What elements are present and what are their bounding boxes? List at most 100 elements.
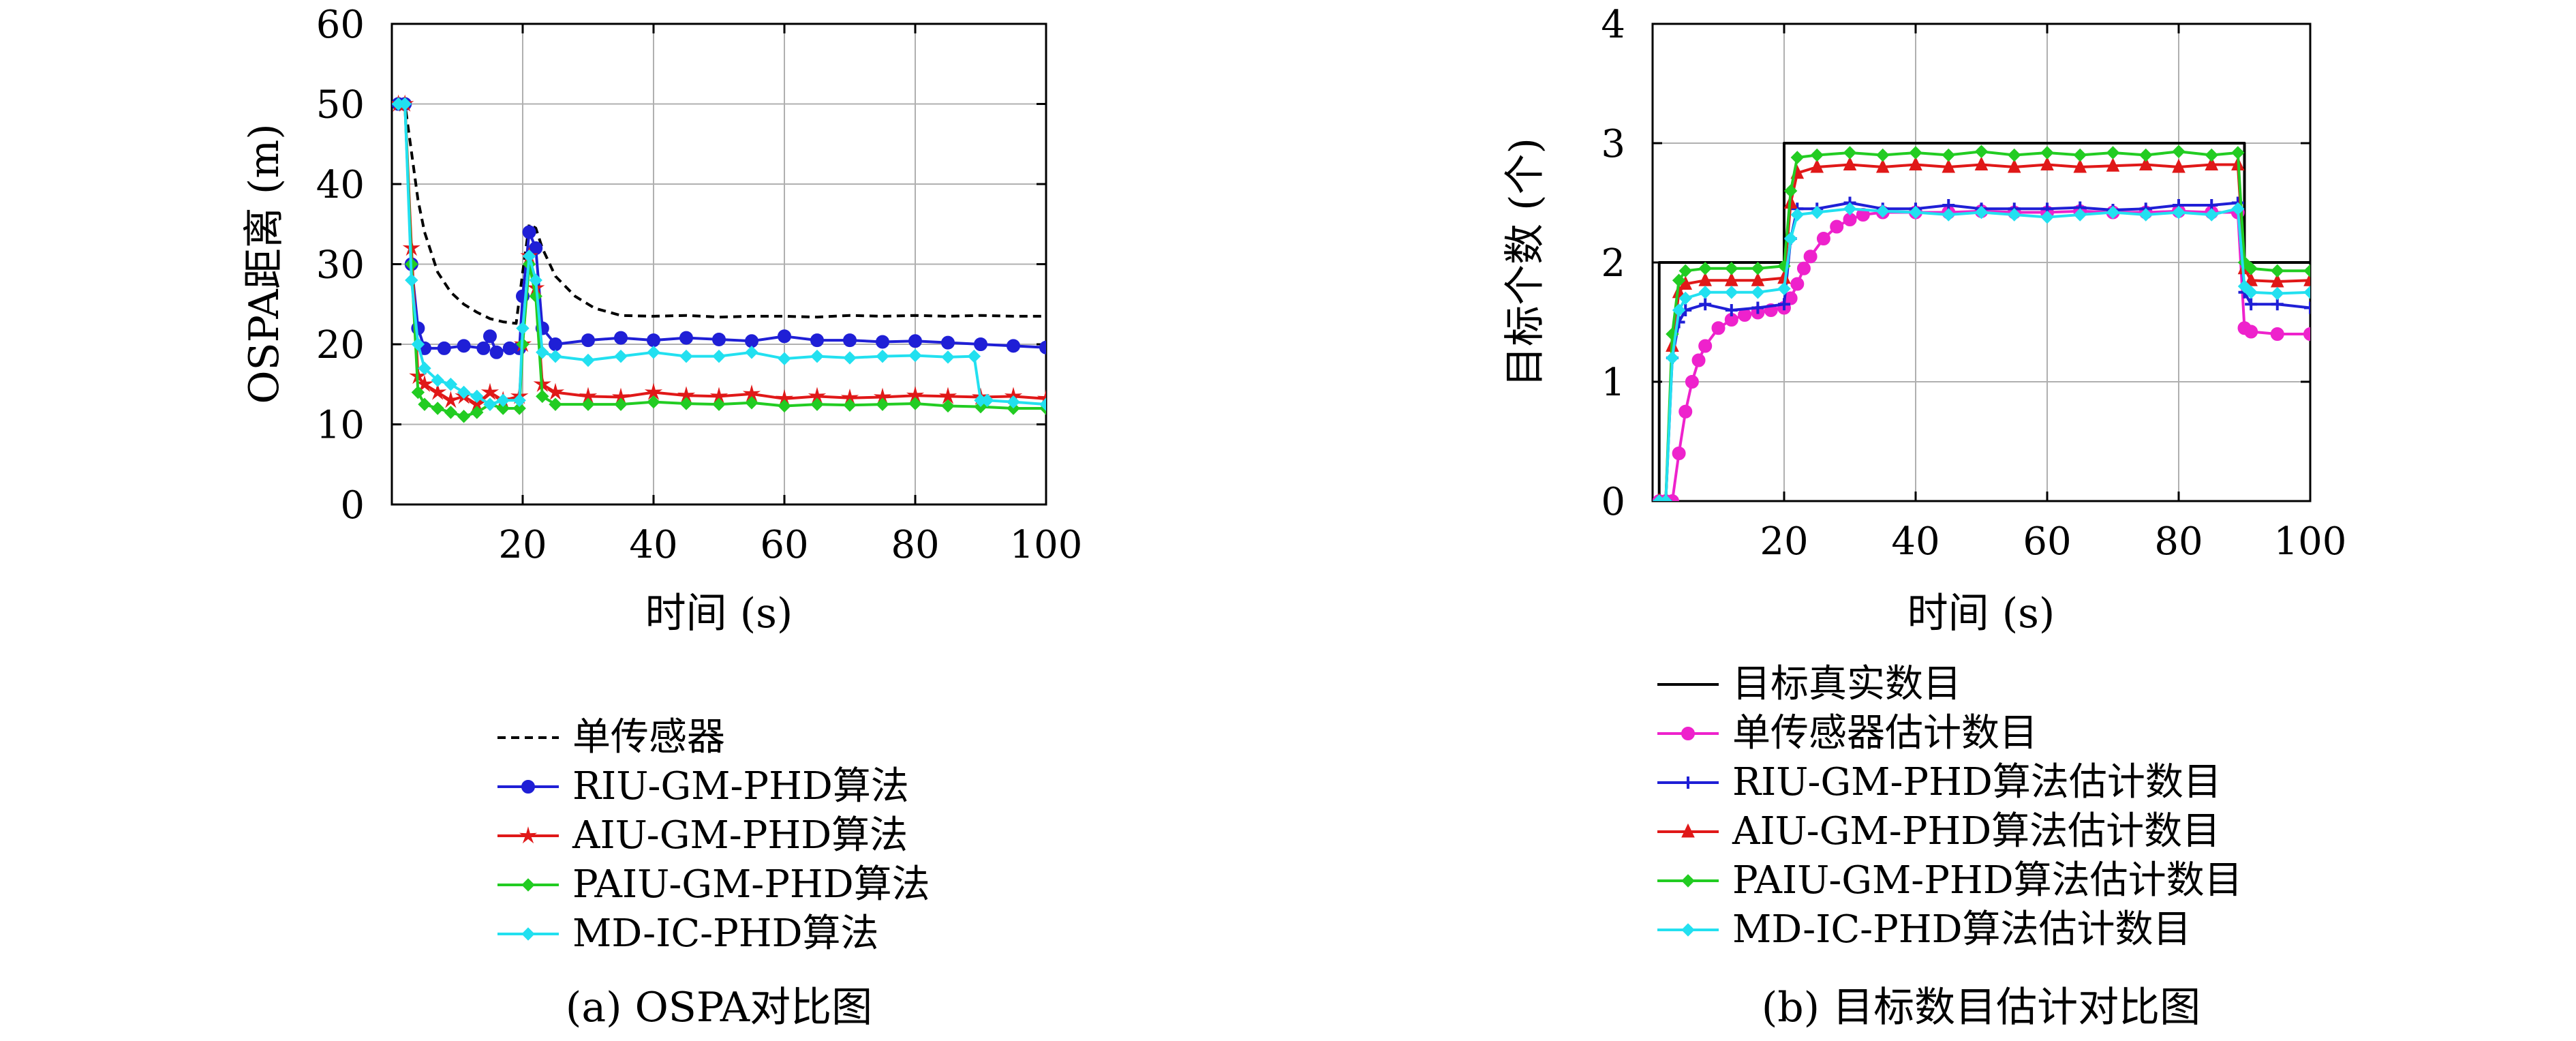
data-point bbox=[437, 341, 451, 355]
data-point bbox=[1751, 286, 1765, 299]
data-point bbox=[614, 397, 628, 411]
legend-label: 目标真实数目 bbox=[1732, 662, 1961, 706]
grid-a bbox=[392, 24, 1046, 504]
data-point bbox=[444, 378, 458, 391]
data-point bbox=[2231, 202, 2245, 215]
legend-marker bbox=[1682, 776, 1694, 789]
data-point bbox=[967, 349, 981, 363]
data-point bbox=[444, 406, 458, 419]
legend-item: PAIU-GM-PHD算法 bbox=[497, 862, 930, 907]
data-point bbox=[1843, 202, 1857, 215]
data-point bbox=[2008, 148, 2021, 162]
legend-item: MD-IC-PHD算法估计数目 bbox=[1657, 907, 2192, 952]
x-tick-label: 100 bbox=[1010, 523, 1083, 567]
data-point bbox=[476, 341, 491, 355]
data-point bbox=[1698, 339, 1713, 353]
data-point bbox=[1909, 156, 1922, 170]
data-point bbox=[2139, 148, 2153, 162]
data-point bbox=[2106, 157, 2120, 172]
series-2 bbox=[1653, 204, 2310, 501]
data-point bbox=[581, 397, 595, 411]
data-point bbox=[941, 399, 955, 413]
data-point bbox=[778, 352, 791, 365]
y-tick-label: 50 bbox=[316, 83, 365, 127]
chart-panel-a: 20 40 60 80 100 0 10 20 30 40 50 60 时间 (s) OSPA距离 (… bbox=[241, 3, 1082, 1031]
data-point bbox=[647, 395, 660, 409]
legend-label: AIU-GM-PHD算法 bbox=[572, 813, 908, 858]
series-1 bbox=[1657, 142, 2310, 501]
data-point bbox=[1790, 277, 1805, 291]
data-point bbox=[980, 393, 994, 407]
ticks-b: 20 40 60 80 100 0 1 2 3 4 bbox=[1601, 3, 2346, 564]
data-point bbox=[457, 410, 471, 423]
data-point bbox=[1942, 158, 1956, 173]
data-point bbox=[1796, 261, 1811, 275]
legend-item: RIU-GM-PHD算法估计数目 bbox=[1657, 760, 2222, 804]
data-point bbox=[1783, 184, 1798, 198]
series-line bbox=[398, 102, 1046, 325]
data-point bbox=[2271, 298, 2284, 311]
data-point bbox=[810, 333, 824, 348]
data-point bbox=[1672, 447, 1686, 460]
data-point bbox=[1816, 232, 1830, 245]
legend-a: 单传感器 RIU-GM-PHD算法AIU-GM-PHD算法PAIU-GM-PHD算… bbox=[497, 715, 930, 956]
data-point bbox=[1909, 205, 1922, 220]
data-point bbox=[549, 337, 562, 351]
data-point bbox=[1909, 146, 1922, 160]
data-point bbox=[522, 250, 536, 263]
data-point bbox=[1810, 158, 1824, 173]
data-point bbox=[1974, 205, 1989, 220]
data-point bbox=[2073, 148, 2087, 162]
data-point bbox=[843, 333, 857, 348]
data-point bbox=[2172, 145, 2186, 158]
data-point bbox=[843, 398, 857, 412]
data-point bbox=[876, 335, 889, 349]
data-point bbox=[581, 353, 595, 367]
legend-item: AIU-GM-PHD算法 bbox=[497, 813, 908, 858]
data-point bbox=[1698, 286, 1712, 299]
series-5 bbox=[392, 97, 1046, 411]
data-point bbox=[1725, 262, 1738, 275]
x-tick-label: 60 bbox=[2023, 519, 2071, 564]
data-point bbox=[1672, 273, 1686, 287]
data-point bbox=[745, 334, 758, 348]
data-point bbox=[536, 346, 549, 359]
y-tick-label: 30 bbox=[316, 243, 365, 288]
data-point bbox=[1725, 286, 1738, 299]
legend-label: RIU-GM-PHD算法 bbox=[572, 764, 909, 809]
data-point bbox=[405, 273, 418, 287]
series-line bbox=[398, 102, 1046, 418]
data-point bbox=[647, 346, 660, 359]
legend-label: AIU-GM-PHD算法估计数目 bbox=[1732, 809, 2220, 854]
y-tick-label: 4 bbox=[1601, 3, 1625, 47]
data-point bbox=[778, 329, 791, 344]
series-4 bbox=[1655, 156, 2310, 501]
x-tick-label: 60 bbox=[760, 523, 808, 567]
series-3 bbox=[1653, 196, 2310, 501]
legend-label: MD-IC-PHD算法估计数目 bbox=[1732, 907, 2192, 952]
x-tick-label: 20 bbox=[498, 523, 547, 567]
data-point bbox=[496, 393, 510, 407]
data-point bbox=[1810, 205, 1824, 220]
data-point bbox=[522, 225, 536, 239]
data-point bbox=[2231, 146, 2245, 160]
data-point bbox=[1751, 301, 1764, 314]
series-line bbox=[398, 102, 1046, 354]
data-point bbox=[2172, 205, 2186, 220]
data-point bbox=[679, 397, 693, 410]
data-point bbox=[418, 397, 431, 411]
series-line bbox=[398, 102, 1046, 406]
ticks-a: 20 40 60 80 100 0 10 20 30 40 50 60 bbox=[316, 3, 1083, 567]
data-point bbox=[2205, 208, 2218, 222]
data-point bbox=[2271, 286, 2284, 301]
legend-label: MD-IC-PHD算法 bbox=[572, 911, 879, 956]
data-point bbox=[1974, 145, 1989, 158]
data-point bbox=[2271, 264, 2284, 277]
x-tick-label: 40 bbox=[1891, 519, 1939, 564]
x-axis-label-a: 时间 (s) bbox=[645, 590, 793, 637]
y-tick-label: 20 bbox=[316, 323, 365, 367]
data-point bbox=[516, 321, 530, 335]
data-point bbox=[431, 402, 444, 415]
series-4 bbox=[392, 97, 1046, 423]
data-point bbox=[1751, 262, 1765, 275]
